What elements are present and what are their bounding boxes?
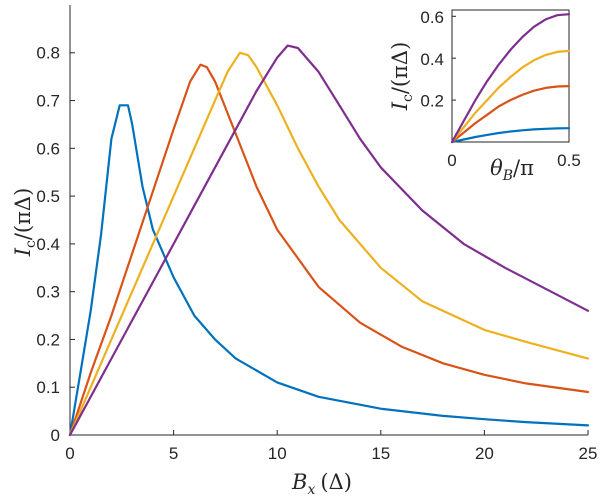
- main-y-tick-label: 0.1: [36, 378, 60, 397]
- inset-x-label-var: θ: [490, 156, 503, 180]
- main-y-tick-label: 0.8: [36, 44, 60, 63]
- inset-series-4-line: [450, 13, 571, 144]
- main-x-label-var: B: [291, 470, 307, 494]
- main-x-axis-label: Bx (Δ): [291, 470, 352, 498]
- main-x-tick-label: 5: [169, 444, 178, 463]
- main-y-label-rest: /(πΔ): [11, 188, 35, 240]
- main-series: [68, 44, 590, 437]
- main-x-ticks: 0 5 10 15 20 25: [65, 430, 597, 463]
- inset-y-axis-label: Ic/(πΔ): [388, 42, 416, 112]
- inset-x-tick-label: 0: [447, 151, 456, 170]
- inset-x-label-sub: B: [502, 168, 513, 184]
- inset-series-2-line: [450, 84, 571, 144]
- main-series-1-line: [68, 104, 590, 437]
- main-axes: 0 5 10 15 20 25 0 0.1 0.2 0.3 0.4 0.5 0.6 0.7 0.8: [36, 5, 597, 463]
- inset-x-axis-label: θB/π: [490, 156, 534, 184]
- inset-y-label-sub: c: [400, 94, 416, 102]
- main-y-tick-label: 0.6: [36, 139, 60, 158]
- main-series-2-line: [68, 63, 590, 437]
- inset-x-tick-label: 0.5: [557, 151, 581, 170]
- main-y-label-sub: c: [23, 240, 39, 248]
- inset-series: [450, 13, 571, 144]
- main-x-label-unit: (Δ): [320, 470, 352, 494]
- main-y-ticks: 0 0.1 0.2 0.3 0.4 0.5 0.6 0.7 0.8: [36, 44, 75, 445]
- inset-chart: 0 0.5 0.2 0.4 0.6: [420, 8, 580, 170]
- main-x-tick-label: 25: [579, 444, 598, 463]
- inset-y-label-var: I: [388, 101, 412, 111]
- main-series-4-line: [68, 44, 590, 437]
- main-y-axis-label: Ic/(πΔ): [11, 188, 39, 258]
- main-x-tick-label: 0: [65, 444, 74, 463]
- main-series-3-line: [68, 51, 590, 437]
- main-x-label-sub: x: [307, 482, 315, 498]
- main-y-label-var: I: [11, 247, 35, 257]
- main-y-tick-label: 0: [51, 426, 60, 445]
- main-x-tick-label: 20: [475, 444, 494, 463]
- inset-series-1-line: [450, 127, 571, 144]
- main-y-tick-label: 0.5: [36, 187, 60, 206]
- inset-y-label-rest: /(πΔ): [388, 42, 412, 94]
- inset-y-tick-label: 0.2: [420, 92, 444, 111]
- main-y-tick-label: 0.2: [36, 330, 60, 349]
- main-y-tick-label: 0.3: [36, 283, 60, 302]
- inset-y-tick-label: 0.4: [420, 50, 444, 69]
- main-y-tick-label: 0.4: [36, 235, 60, 254]
- main-x-tick-label: 15: [371, 444, 390, 463]
- main-y-tick-label: 0.7: [36, 92, 60, 111]
- main-x-tick-label: 10: [268, 444, 287, 463]
- inset-y-ticks: 0.2 0.4 0.6: [420, 8, 456, 111]
- inset-series-3-line: [450, 49, 571, 144]
- inset-y-tick-label: 0.6: [420, 8, 444, 27]
- inset-x-label-rest: /π: [513, 156, 534, 180]
